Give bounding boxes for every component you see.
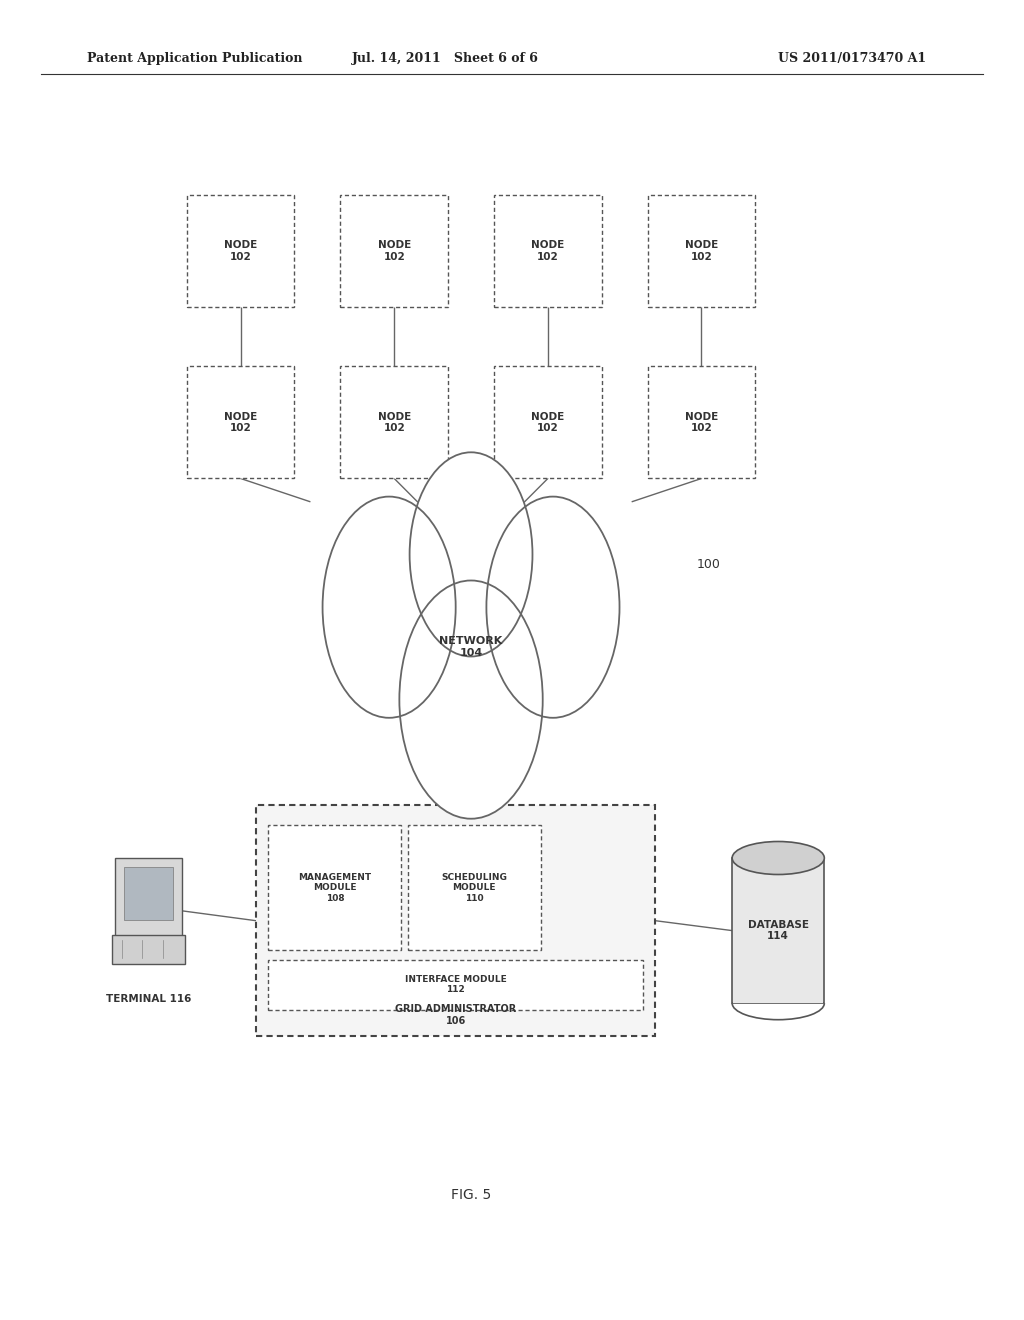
Text: INTERFACE MODULE
112: INTERFACE MODULE 112 — [404, 975, 507, 994]
Ellipse shape — [399, 581, 543, 818]
Bar — [186, 366, 295, 478]
Ellipse shape — [323, 496, 456, 718]
Bar — [495, 194, 602, 306]
Bar — [648, 366, 756, 478]
Text: FIG. 5: FIG. 5 — [451, 1188, 492, 1201]
Bar — [112, 935, 185, 964]
Text: NODE
102: NODE 102 — [685, 240, 718, 261]
Text: 100: 100 — [696, 558, 720, 572]
Text: GRID ADMINISTRATOR
106: GRID ADMINISTRATOR 106 — [395, 1005, 516, 1026]
Bar — [268, 960, 643, 1010]
Text: NODE
102: NODE 102 — [378, 240, 411, 261]
Bar — [733, 983, 823, 1003]
Text: TERMINAL 116: TERMINAL 116 — [105, 994, 191, 1005]
Text: NODE
102: NODE 102 — [224, 240, 257, 261]
Text: NETWORK
104: NETWORK 104 — [439, 636, 503, 657]
Bar — [115, 858, 182, 937]
Text: NODE
102: NODE 102 — [685, 412, 718, 433]
Text: NODE
102: NODE 102 — [224, 412, 257, 433]
Text: MANAGEMENT
MODULE
108: MANAGEMENT MODULE 108 — [298, 873, 372, 903]
Text: US 2011/0173470 A1: US 2011/0173470 A1 — [778, 51, 927, 65]
Ellipse shape — [486, 496, 620, 718]
Text: NODE
102: NODE 102 — [378, 412, 411, 433]
Text: NODE
102: NODE 102 — [531, 240, 564, 261]
Bar — [732, 858, 824, 1003]
Ellipse shape — [410, 453, 532, 656]
Text: NODE
102: NODE 102 — [531, 412, 564, 433]
Bar — [256, 805, 655, 1036]
Ellipse shape — [410, 453, 532, 656]
Text: Patent Application Publication: Patent Application Publication — [87, 51, 302, 65]
Text: Jul. 14, 2011   Sheet 6 of 6: Jul. 14, 2011 Sheet 6 of 6 — [352, 51, 539, 65]
Bar — [408, 825, 541, 950]
Bar — [124, 867, 173, 920]
Bar — [648, 194, 756, 306]
Text: DATABASE
114: DATABASE 114 — [748, 920, 809, 941]
Ellipse shape — [486, 496, 620, 718]
Bar — [340, 366, 449, 478]
Ellipse shape — [732, 842, 824, 875]
Ellipse shape — [323, 496, 456, 718]
Bar — [268, 825, 401, 950]
Bar — [186, 194, 295, 306]
Bar — [495, 366, 602, 478]
Ellipse shape — [399, 581, 543, 818]
Text: SCHEDULING
MODULE
110: SCHEDULING MODULE 110 — [441, 873, 507, 903]
Bar — [340, 194, 449, 306]
